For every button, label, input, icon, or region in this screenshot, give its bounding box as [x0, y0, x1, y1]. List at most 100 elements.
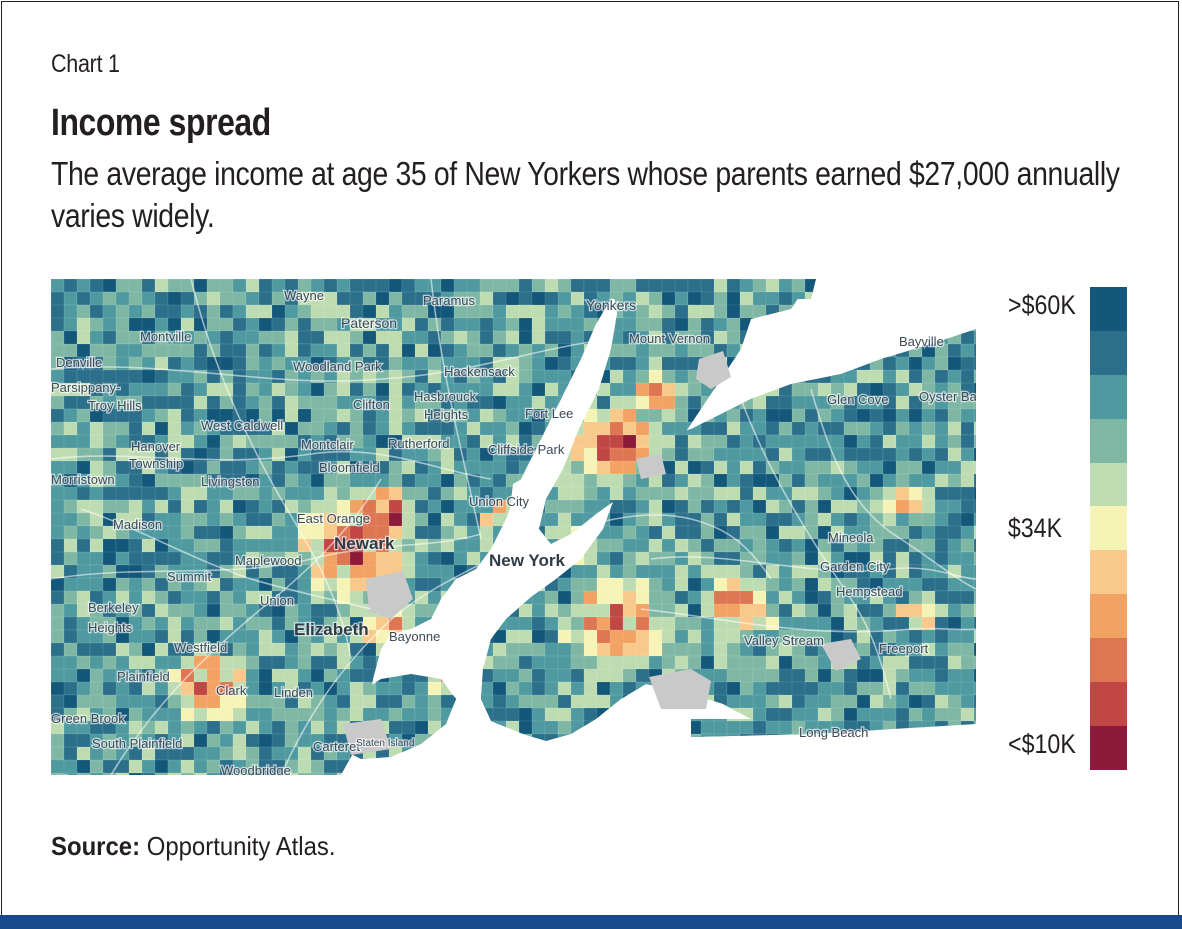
place-label: Long Beach — [799, 725, 868, 740]
place-label: Glen Cove — [827, 392, 888, 407]
tract-cell — [258, 395, 274, 411]
tract-cell — [713, 473, 729, 489]
tract-cell — [258, 525, 273, 541]
tract-cell — [51, 408, 65, 424]
tract-cell — [544, 720, 560, 736]
tract-cell — [726, 304, 741, 320]
income-map[interactable]: Wayne Paramus Yonkers Montville Paterson Moun… — [51, 279, 976, 775]
place-label: Cliffside Park — [488, 442, 565, 457]
tract-cell — [297, 772, 313, 775]
tract-cell — [375, 486, 391, 501]
tract-cell — [258, 291, 274, 306]
chart-subtitle: The average income at age 35 of New York… — [51, 155, 1120, 234]
tract-cell — [518, 291, 534, 306]
tract-cell — [609, 421, 625, 437]
tract-cell — [648, 486, 663, 502]
place-label: Freeport — [879, 641, 929, 656]
tract-cell — [973, 473, 976, 489]
tract-cell — [947, 369, 962, 384]
tract-cell — [830, 681, 845, 697]
tract-cell — [947, 486, 962, 502]
place-label: East Orange — [297, 511, 370, 526]
tract-cell — [258, 499, 273, 515]
tract-cell — [973, 382, 976, 402]
tract-cell — [141, 655, 157, 670]
tract-cell — [830, 616, 846, 631]
place-label: Denville — [56, 355, 102, 370]
tract-cell — [570, 460, 585, 475]
tract-cell — [648, 369, 663, 385]
tract-cell — [336, 279, 351, 293]
tract-cell — [89, 694, 104, 709]
legend-swatch — [1090, 374, 1127, 419]
legend-swatch — [1090, 330, 1127, 375]
tract-cell — [51, 421, 65, 436]
tract-cell — [973, 460, 976, 480]
place-label: Heights — [424, 407, 469, 422]
place-label: Paterson — [341, 315, 397, 331]
tract-cell — [921, 369, 936, 385]
tract-cell — [245, 707, 260, 723]
tract-cell — [843, 681, 859, 697]
place-label: Montville — [140, 329, 191, 344]
tract-cell — [297, 330, 313, 345]
tract-cell — [492, 291, 508, 307]
tract-cell — [89, 304, 104, 320]
tract-cell — [141, 382, 157, 397]
tract-cell — [128, 772, 143, 775]
place-label: Livingston — [201, 474, 260, 489]
tract-cell — [882, 603, 898, 618]
tract-cell — [973, 421, 976, 441]
tract-cell — [102, 317, 118, 332]
tract-cell — [960, 343, 976, 359]
tract-cell — [973, 395, 976, 411]
tract-cell — [934, 356, 949, 372]
tract-cell — [401, 330, 416, 345]
place-label: Plainfield — [117, 669, 170, 684]
tract-cell — [180, 434, 195, 450]
tract-cell — [583, 551, 599, 566]
place-label: Oyster Ba — [919, 389, 976, 404]
tract-cell — [765, 720, 780, 736]
tract-cell — [531, 603, 546, 618]
place-label: Clifton — [353, 397, 390, 412]
tract-cell — [687, 395, 702, 410]
tract-cell — [908, 356, 923, 371]
tract-cell — [960, 486, 976, 502]
tract-cell — [219, 733, 234, 748]
place-label: Mount Vernon — [629, 331, 710, 346]
place-label: South Plainfield — [92, 736, 182, 751]
tract-cell — [934, 369, 949, 384]
census-tract-tiles — [51, 279, 976, 775]
tract-cell — [518, 603, 533, 618]
place-label: Madison — [113, 517, 162, 532]
tract-cell — [856, 694, 872, 710]
tract-cell — [791, 603, 806, 618]
tract-cell — [76, 291, 92, 306]
legend-swatch — [1090, 287, 1127, 331]
legend-low-label: <$10K — [1008, 729, 1076, 759]
tract-cell — [284, 642, 300, 657]
source-text: Opportunity Atlas. — [146, 831, 336, 861]
tract-cell — [427, 317, 443, 333]
tract-cell — [544, 304, 560, 319]
tract-cell — [752, 499, 767, 515]
tract-cell — [882, 499, 898, 515]
tract-cell — [674, 343, 689, 359]
tract-cell — [973, 447, 976, 463]
legend-swatch — [1090, 682, 1127, 726]
tract-cell — [219, 707, 235, 722]
tract-cell — [284, 304, 299, 320]
tract-cell — [349, 707, 365, 723]
legend-swatch — [1090, 506, 1127, 551]
tract-cell — [765, 668, 780, 684]
tract-cell — [635, 590, 651, 605]
tract-cell — [934, 408, 950, 423]
tract-cell — [804, 668, 819, 683]
legend-swatch — [1090, 418, 1127, 463]
place-label: Green Brook — [51, 711, 125, 726]
tract-cell — [206, 486, 222, 502]
legend-swatch — [1090, 594, 1127, 639]
tract-cell — [674, 525, 690, 541]
chart-number: Chart 1 — [51, 50, 120, 78]
